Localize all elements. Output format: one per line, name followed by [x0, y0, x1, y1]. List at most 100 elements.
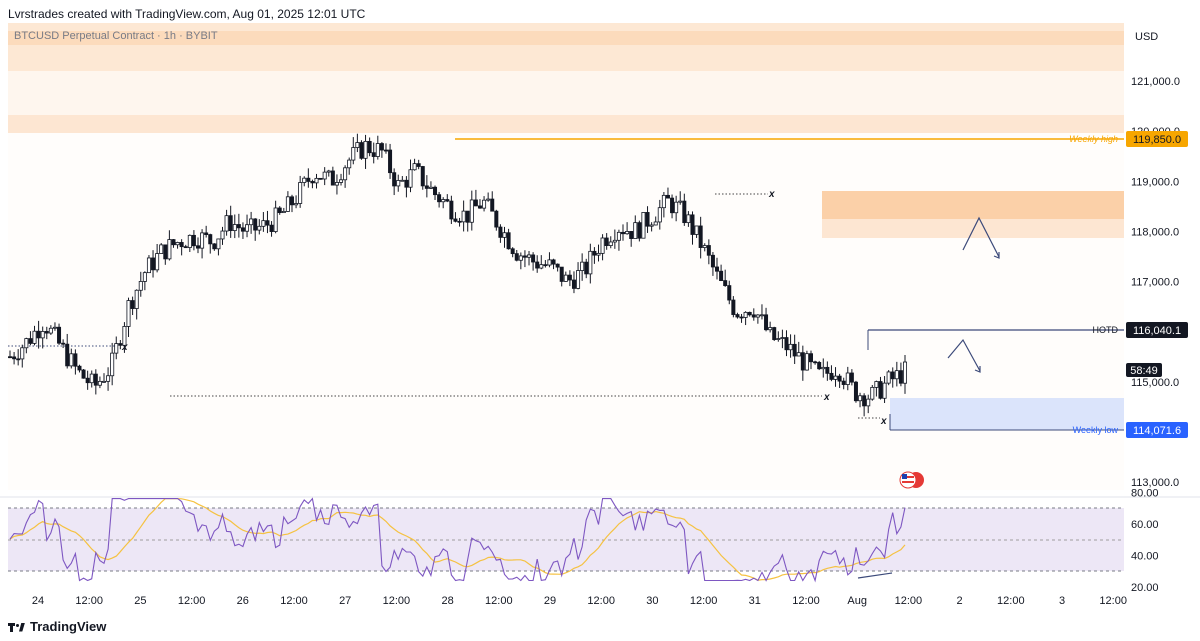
- candle-up: [743, 311, 748, 318]
- candle-up: [502, 232, 507, 238]
- candle-up: [281, 211, 286, 214]
- price-tick-label: 115,000.0: [1131, 377, 1179, 389]
- candle-up: [461, 210, 466, 223]
- candle-down: [747, 311, 752, 316]
- rsi-tick-label: 80.00: [1131, 487, 1159, 499]
- time-axis[interactable]: 24 12:00 25 12:00 26 12:00 27 12:00 28 12:00 29 12:…: [32, 595, 1127, 607]
- candle-down: [592, 250, 597, 256]
- candle-up: [175, 242, 180, 246]
- candle-up: [48, 327, 53, 334]
- candle-down: [424, 185, 429, 189]
- candle-up: [612, 239, 617, 243]
- candle-down: [853, 381, 858, 402]
- candle-up: [633, 222, 638, 239]
- brand-text: TradingView: [30, 619, 107, 634]
- candle-up: [40, 331, 45, 339]
- rsi-axis[interactable]: 80.00 60.00 40.00 20.00: [1131, 487, 1159, 594]
- candle-up: [608, 241, 613, 247]
- candle-up: [674, 201, 679, 214]
- time-tick-label: 24: [32, 595, 44, 607]
- candle-down: [751, 314, 756, 318]
- candle-down: [723, 280, 728, 286]
- candle-down: [809, 353, 814, 363]
- candle-up: [641, 212, 646, 239]
- candle-down: [739, 316, 744, 319]
- time-tick-label: 25: [134, 595, 146, 607]
- candle-up: [661, 194, 666, 209]
- candle-down: [236, 224, 241, 229]
- supply-zone-120k: [8, 115, 1124, 133]
- candle-down: [477, 205, 482, 209]
- svg-text:119,850.0: 119,850.0: [1133, 134, 1181, 146]
- candle-down: [531, 254, 536, 263]
- candle-up: [657, 207, 662, 223]
- candle-down: [151, 257, 156, 271]
- candle-down: [44, 331, 49, 334]
- rsi-tick-label: 40.00: [1131, 550, 1159, 562]
- candle-up: [870, 386, 875, 400]
- time-tick-label: 12:00: [792, 595, 820, 607]
- tradingview-logo-icon: [8, 621, 26, 633]
- candle-up: [322, 171, 327, 180]
- candle-up: [126, 300, 131, 327]
- candle-up: [441, 199, 446, 203]
- candle-down: [330, 170, 335, 186]
- candle-down: [318, 177, 323, 180]
- candle-down: [61, 342, 66, 345]
- candle-down: [453, 218, 458, 222]
- svg-text:114,071.6: 114,071.6: [1133, 425, 1181, 437]
- candle-down: [449, 200, 454, 220]
- candle-down: [571, 279, 576, 289]
- candle-down: [731, 299, 736, 315]
- supply-zone-mid: [8, 71, 1124, 117]
- time-tick-label: 2: [957, 595, 963, 607]
- candle-down: [645, 212, 650, 227]
- candle-down: [621, 231, 626, 235]
- time-tick-label: 12:00: [587, 595, 615, 607]
- liquidity-mark-lows: x: [823, 392, 830, 403]
- candle-up: [539, 264, 544, 269]
- candle-up: [845, 372, 850, 385]
- time-tick-label: 28: [441, 595, 453, 607]
- time-tick-label: 12:00: [178, 595, 206, 607]
- candle-up: [285, 196, 290, 212]
- candle-up: [600, 237, 605, 254]
- candle-down: [522, 255, 527, 258]
- candle-down: [710, 254, 715, 268]
- resistance-zone-118k-core: [822, 191, 1124, 219]
- candle-up: [216, 238, 221, 250]
- candle-up: [804, 353, 809, 371]
- symbol-label: BTCUSD Perpetual Contract · 1h · BYBIT: [14, 30, 218, 42]
- candle-down: [392, 172, 397, 187]
- candle-down: [163, 244, 168, 260]
- candle-down: [727, 285, 732, 301]
- candle-down: [228, 215, 233, 232]
- candle-down: [670, 197, 675, 214]
- candle-up: [821, 366, 826, 370]
- candle-down: [12, 356, 17, 360]
- candle-up: [788, 343, 793, 351]
- candle-down: [473, 199, 478, 207]
- candle-down: [77, 365, 82, 371]
- candle-down: [359, 142, 364, 159]
- candle-down: [817, 362, 822, 370]
- us-event-flag-icon[interactable]: [899, 471, 924, 489]
- candle-up: [396, 180, 401, 187]
- candle-up: [245, 224, 250, 232]
- candle-up: [527, 254, 532, 258]
- candle-down: [383, 149, 388, 152]
- candle-down: [85, 377, 90, 384]
- candle-down: [584, 261, 589, 275]
- candle-down: [890, 371, 895, 380]
- candle-down: [559, 266, 564, 282]
- candle-up: [588, 250, 593, 275]
- candle-down: [212, 243, 217, 250]
- candle-up: [894, 370, 899, 380]
- weekly-low-price-label: 114,071.6: [1126, 422, 1188, 438]
- supply-zone-top-inner: [8, 31, 1124, 45]
- candle-up: [866, 398, 871, 407]
- candle-up: [469, 199, 474, 223]
- countdown-label: 58:49: [1126, 363, 1162, 377]
- time-tick-label: 12:00: [895, 595, 923, 607]
